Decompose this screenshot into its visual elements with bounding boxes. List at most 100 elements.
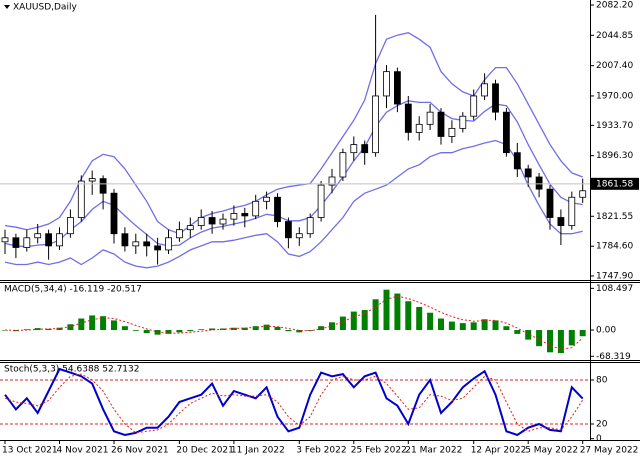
bollinger-band [4,100,583,248]
x-tick-label: 21 Mar 2022 [405,446,462,456]
candle-body [361,144,369,154]
candle-body [274,196,281,222]
candle-body [12,237,20,248]
macd-bar [568,330,575,346]
candle-body [481,83,489,97]
macd-bar [12,330,19,332]
macd-bar [252,326,259,331]
macd-bar [525,330,532,340]
candle-body [132,241,140,247]
x-tick-label: 13 Oct 2021 [2,446,58,456]
candle-body [56,233,63,247]
y-tick-label: 1896.30 [596,151,633,161]
y-tick-label: 0.00 [596,326,616,336]
candle-body [45,233,52,247]
candle-body [372,95,380,154]
candle-body [284,221,292,239]
macd-bar [296,330,303,333]
macd-bar [481,319,488,331]
candle-body [230,213,238,220]
macd-bar [459,323,466,331]
macd-bar [89,315,96,331]
macd-bar [132,330,139,331]
macd-bar [45,328,52,331]
y-tick-label: 1970.00 [596,91,633,101]
x-tick-label: 27 May 2022 [580,446,639,456]
y-tick-label: 2007.40 [596,61,633,71]
candle-body [579,190,587,198]
candle-body [175,229,183,239]
macd-bar [241,327,248,331]
candle-body [165,237,172,251]
x-tick-label: 4 Nov 2021 [57,446,109,456]
stoch-title: Stoch(5,3,3) 54.6388 52.7132 [4,365,139,375]
candle-body [328,176,336,186]
candle-body [470,95,478,117]
macd-bar [187,330,194,332]
macd-bar [329,322,335,331]
candle-body [110,192,118,235]
last-price-box [591,177,639,190]
y-tick-label: 2044.85 [596,31,633,41]
x-tick-label: 25 Feb 2022 [351,446,407,456]
frame [0,0,640,441]
macd-bar [361,310,368,331]
candle-body [393,71,401,105]
candle-body [241,213,249,217]
candle-body [306,217,314,235]
candle-body [252,200,260,217]
macd-bar [536,330,543,347]
macd-title: MACD(5,34,4) -16.119 -20.517 [4,285,142,295]
candle-body [383,71,390,97]
symbol-menu-icon[interactable] [4,5,10,9]
candle-body [197,217,205,227]
chart-title: XAUUSD,Daily [13,3,77,13]
macd-bar [111,320,117,331]
candle-body [513,152,521,170]
candle-body [568,196,576,227]
macd-bar [165,330,172,334]
macd-bar [350,311,357,331]
candle-body [1,237,9,243]
candle-body [350,144,358,154]
candle-body [535,176,543,190]
macd-bar [547,330,553,353]
macd-bar [427,312,434,331]
macd-bar [209,328,216,331]
y-tick-label: 1747.90 [596,271,633,281]
macd-bar [78,318,85,331]
y-tick-label: 1933.70 [596,121,633,131]
candle-body [208,217,216,225]
candle-body [459,115,467,129]
macd-bar [318,326,325,331]
macd-bar [503,326,510,331]
bollinger-band [4,32,583,235]
y-tick-label: 1784.60 [596,242,633,252]
macd-bar [492,320,499,331]
macd-bar [372,299,379,331]
macd-bar [100,316,107,331]
x-tick-label: 26 Nov 2021 [111,446,169,456]
last-price-label: 1861.58 [596,179,633,189]
candle-body [186,225,194,231]
x-tick-label: 20 Dec 2021 [176,446,234,456]
candle-body [557,217,565,227]
candle-body [502,111,510,154]
macd-bar [143,330,150,334]
candle-body [154,245,162,251]
y-tick-label: 1821.55 [596,212,633,222]
candle-body [121,233,129,247]
y-tick-label: 108.497 [596,284,633,294]
candle-body [546,188,554,218]
macd-bar [339,316,346,331]
macd-bar [579,330,586,337]
candle-body [263,196,271,202]
candle-body [88,178,96,182]
macd-bar [176,330,183,333]
y-tick-label: 2082.20 [596,1,633,11]
y-tick-label: 0 [596,434,602,444]
macd-bar [438,318,444,331]
x-tick-label: 3 Feb 2022 [296,446,346,456]
candle-body [34,233,42,239]
x-tick-label: 5 May 2022 [525,446,578,456]
